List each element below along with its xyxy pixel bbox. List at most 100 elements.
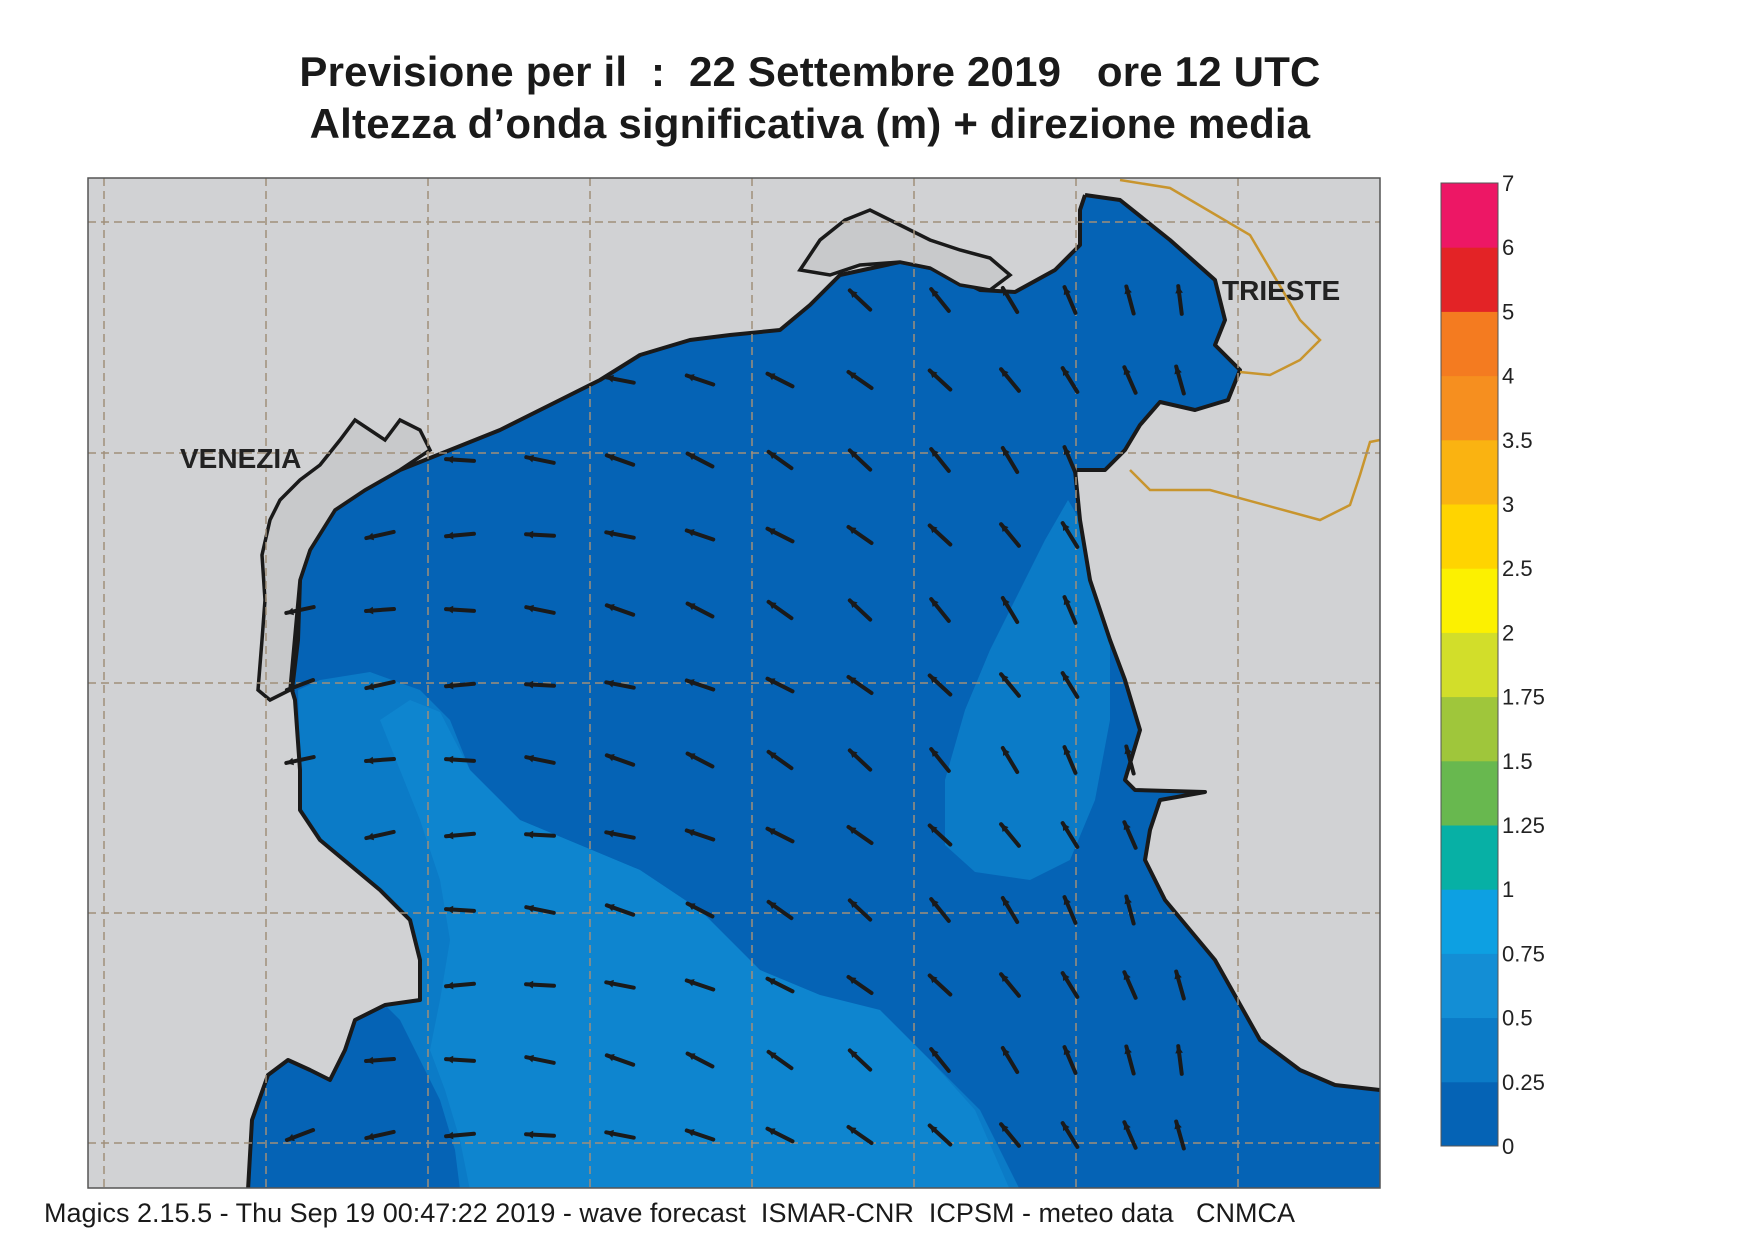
sea-band-high: [380, 700, 1010, 1188]
wave-arrow-head: [931, 899, 939, 907]
wave-arrow-head: [606, 529, 614, 538]
wave-arrow-head: [768, 901, 777, 910]
wave-arrow-head: [526, 604, 534, 613]
wave-arrow-head: [526, 1130, 534, 1139]
wave-arrow-head: [931, 749, 939, 757]
wave-arrow-head: [848, 1127, 857, 1135]
wave-arrow-head: [1123, 367, 1131, 376]
wave-arrow-head: [1001, 1124, 1009, 1133]
wave-arrow-head: [526, 1054, 534, 1063]
wave-direction-arrows: [284, 284, 1186, 1151]
colorbar-tick-label: 1: [1502, 877, 1514, 902]
wave-arrow-head: [526, 904, 534, 913]
wave-arrow-head: [1002, 287, 1010, 296]
wave-arrow-head: [1002, 747, 1010, 756]
wave-arrow-head: [606, 1054, 615, 1062]
wave-arrow-head: [366, 1056, 374, 1065]
wave-arrow-head: [1001, 369, 1009, 378]
wave-arrow-head: [768, 451, 777, 460]
wave-arrow-head: [767, 978, 776, 986]
wave-arrow-head: [929, 825, 938, 834]
wave-arrow-head: [606, 604, 615, 612]
wave-arrow-head: [286, 1133, 295, 1142]
colorbar-tick-label: 1.75: [1502, 685, 1545, 710]
wave-arrow-head: [446, 681, 454, 690]
footer-credits: Magics 2.15.5 - Thu Sep 19 00:47:22 2019…: [44, 1198, 1296, 1228]
wave-arrow-head: [1174, 971, 1182, 980]
wave-arrow-head: [1174, 366, 1182, 375]
colorbar-segment: [1441, 568, 1498, 633]
wave-arrow-head: [446, 905, 454, 914]
wave-arrow-head: [1001, 524, 1009, 533]
wave-arrow-head: [1001, 674, 1009, 683]
wave-arrow-head: [686, 679, 695, 687]
wave-arrow-head: [768, 751, 777, 760]
wave-arrow-head: [1063, 597, 1071, 606]
wave-arrow-head: [929, 1125, 938, 1134]
wave-arrow-head: [768, 1051, 777, 1060]
wave-arrow-head: [1063, 897, 1071, 906]
wave-arrow-head: [931, 599, 939, 607]
wave-arrow-head: [286, 607, 294, 616]
wave-arrow-head: [446, 755, 454, 764]
colorbar-tick-label: 2.5: [1502, 556, 1533, 581]
wave-arrow-head: [1063, 447, 1071, 456]
wave-arrow-head: [286, 757, 294, 766]
wave-arrow-head: [687, 1053, 696, 1061]
wave-arrow-head: [1001, 974, 1009, 983]
wave-arrow-head: [366, 532, 375, 541]
colorbar-segment: [1441, 760, 1498, 826]
wave-arrow-head: [929, 525, 938, 534]
wave-arrow-head: [446, 1055, 454, 1064]
wave-arrow-head: [366, 682, 375, 691]
wave-arrow-head: [686, 829, 695, 837]
wave-arrow-head: [1062, 368, 1070, 377]
wave-arrow-head: [286, 683, 295, 692]
city-label-venezia: VENEZIA: [180, 443, 301, 474]
wave-arrow-head: [849, 1050, 858, 1059]
colorbar-tick-label: 3: [1502, 492, 1514, 517]
colorbar-tick-label: 7: [1502, 171, 1514, 196]
wave-arrow-head: [1002, 597, 1010, 606]
wave-arrow-head: [1062, 973, 1070, 982]
colorbar-segment: [1441, 825, 1498, 890]
wave-arrow-head: [366, 1132, 375, 1141]
wave-arrow-head: [929, 675, 938, 684]
national-border: [1119, 178, 1380, 522]
colorbar-segment: [1441, 247, 1498, 312]
wave-arrow-head: [848, 372, 857, 380]
wave-arrow-head: [366, 832, 375, 841]
wave-arrow-head: [767, 528, 776, 536]
wave-arrow-head: [606, 679, 614, 688]
wave-arrow-head: [606, 374, 614, 383]
wave-arrow-head: [446, 455, 454, 464]
wave-arrow-head: [929, 370, 938, 379]
wave-arrow-head: [1002, 897, 1010, 906]
colorbar-segment: [1441, 889, 1498, 954]
colorbar-segment: [1441, 183, 1498, 248]
wave-arrow-head: [849, 750, 858, 759]
wave-arrow-head: [1062, 823, 1070, 832]
wave-arrow-head: [687, 453, 696, 461]
wave-arrow-head: [767, 373, 776, 381]
grado-lagoon: [797, 208, 1013, 292]
wave-arrow-head: [1124, 286, 1132, 295]
wave-arrow-head: [686, 979, 695, 987]
colorbar: 0 0.25 0.5 0.75 1 1.25 1.5 1.75 2 2.5 3 3.5 4 5 6 7: [1440, 171, 1545, 1159]
wave-arrow-head: [931, 1049, 939, 1057]
colorbar-tick-label: 5: [1502, 299, 1514, 324]
colorbar-segment: [1441, 375, 1498, 441]
wave-arrow-head: [687, 903, 696, 911]
wave-arrow-head: [1062, 1123, 1070, 1132]
colorbar-tick-label: 2: [1502, 620, 1514, 645]
map-frame: [87, 177, 1381, 1189]
colorbar-tick-label: 0.5: [1502, 1006, 1533, 1031]
wave-arrow-head: [1001, 824, 1009, 833]
wave-arrow-head: [686, 1129, 695, 1137]
wave-arrow-head: [849, 900, 858, 909]
wave-arrow-head: [1063, 287, 1071, 296]
wave-arrow-head: [1062, 523, 1070, 532]
venice-lagoon: [256, 417, 433, 703]
colorbar-tick-label: 0.75: [1502, 941, 1545, 966]
